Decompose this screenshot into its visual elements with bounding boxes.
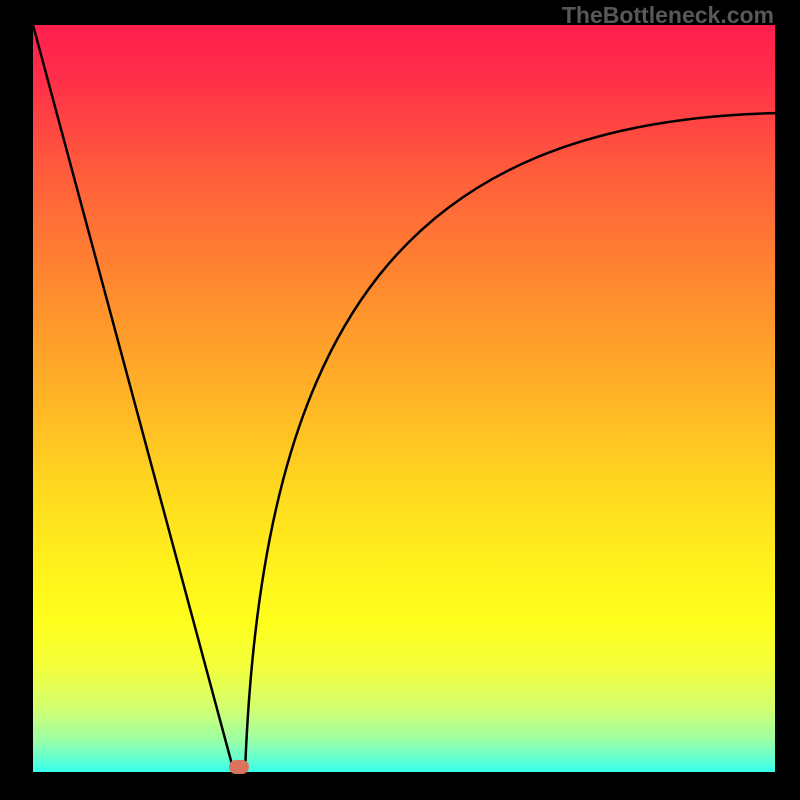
- plot-area: [33, 25, 775, 772]
- watermark-text: TheBottleneck.com: [562, 2, 774, 29]
- curve-layer: [33, 25, 775, 772]
- bottleneck-curve-right: [245, 113, 775, 767]
- chart-container: TheBottleneck.com: [0, 0, 800, 800]
- bottleneck-marker: [229, 760, 249, 774]
- bottleneck-curve-left: [33, 25, 233, 767]
